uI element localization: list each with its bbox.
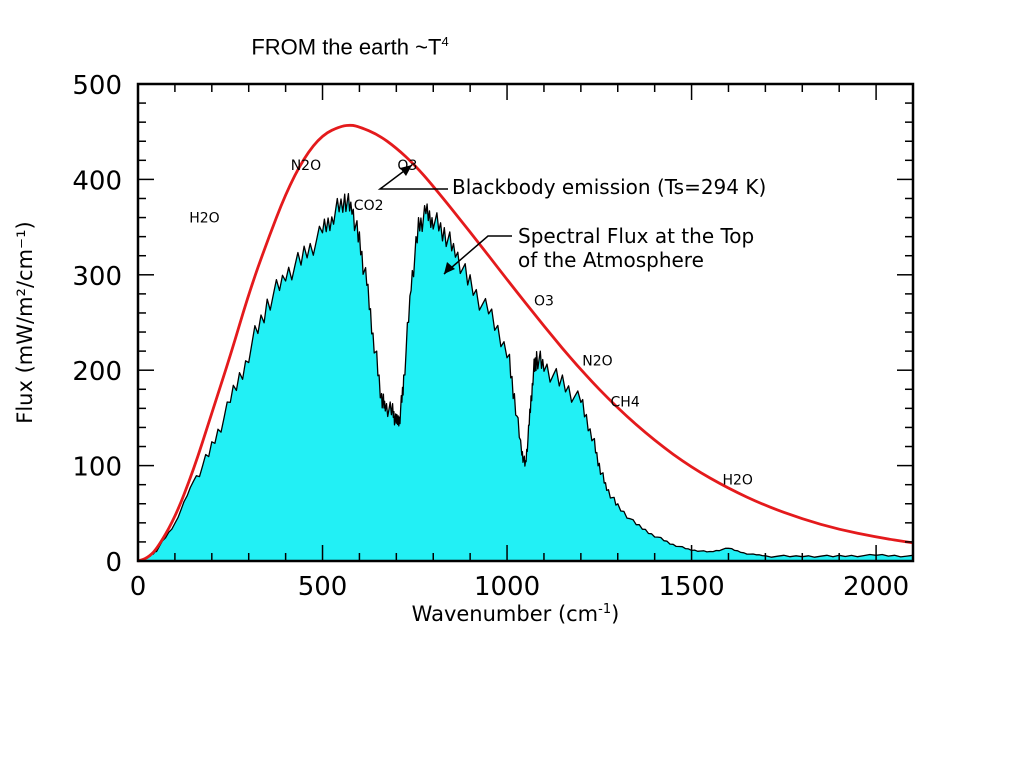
annotation-arrowhead [400, 165, 412, 176]
y-axis-label: Flux (mW/m²/cm⁻¹) [13, 221, 37, 423]
molecule-annotation: N2O [582, 353, 612, 369]
toa-flux-label-line1: Spectral Flux at the Top [518, 224, 754, 248]
y-tick-label: 500 [72, 71, 122, 101]
blackbody-label: Blackbody emission (Ts=294 K) [452, 175, 766, 199]
y-tick-label: 400 [72, 166, 122, 196]
x-axis-label-text: Wavenumber (cm [412, 602, 598, 626]
flux-pointer-line [443, 235, 512, 275]
y-tick-label: 100 [72, 453, 122, 483]
molecule-annotation: H2O [722, 473, 752, 489]
x-tick-label: 0 [130, 572, 147, 602]
plot-marks [137, 123, 914, 563]
x-axis-label-end: ) [611, 602, 619, 626]
molecule-annotation: CO2 [354, 198, 384, 214]
x-tick-label: 1500 [658, 572, 724, 602]
flux-pointer-arrowhead [444, 262, 455, 274]
slide-title-superscript: 4 [441, 34, 449, 49]
x-tick-label: 2000 [843, 572, 909, 602]
x-tick-label: 1000 [474, 572, 540, 602]
toa-flux-area [138, 193, 913, 561]
slide-title: FROM the earth ~T4 [0, 34, 700, 60]
plot-frame [136, 82, 915, 563]
x-axis-label: Wavenumber (cm-1) [412, 602, 620, 626]
molecule-annotation: H2O [189, 210, 219, 226]
y-tick-label: 300 [72, 262, 122, 292]
molecule-annotation: O3 [534, 293, 554, 309]
x-axis-label-superscript: -1 [598, 602, 611, 617]
y-tick-label: 200 [72, 357, 122, 387]
blackbody-curve [137, 123, 914, 563]
molecule-annotation: N2O [291, 158, 321, 174]
series-labels: Blackbody emission (Ts=294 K) Spectral Fl… [377, 164, 766, 275]
annotation-arrow-line [377, 164, 448, 190]
y-tick-label: 0 [105, 548, 122, 578]
molecule-annotation: CH4 [611, 394, 640, 410]
toa-flux-line [138, 193, 914, 562]
slide-title-text: FROM the earth ~T [251, 34, 442, 60]
tick-marks: 0 500 1000 1500 2000 0 100 200 300 400 500 [72, 71, 914, 602]
x-tick-label: 500 [298, 572, 348, 602]
toa-flux-label-line2: of the Atmosphere [518, 248, 704, 272]
